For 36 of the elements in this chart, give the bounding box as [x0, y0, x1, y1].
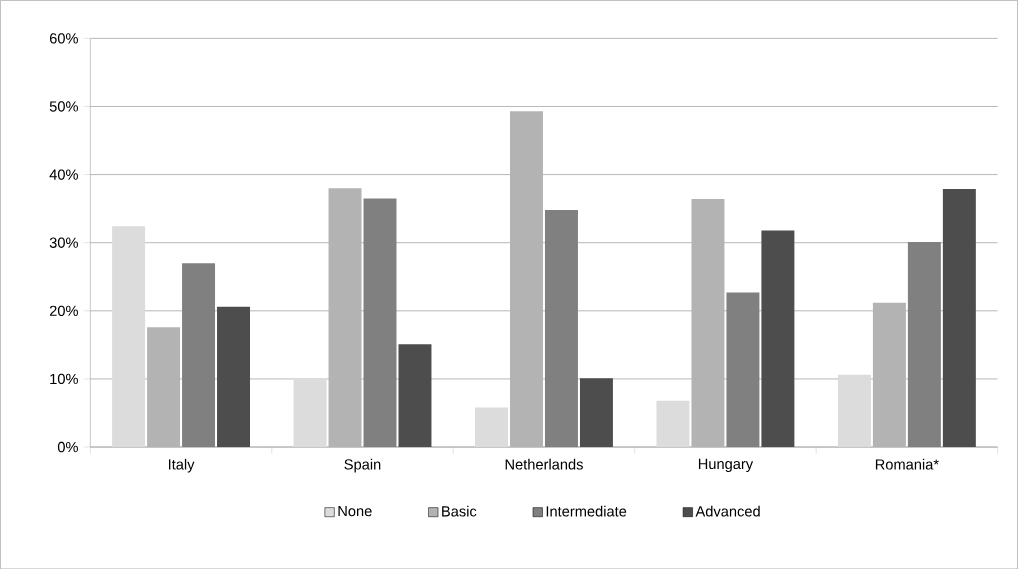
bar	[761, 230, 795, 447]
bar	[837, 374, 871, 447]
legend-label: Advanced	[695, 505, 760, 517]
bar	[328, 188, 362, 447]
y-tick-label: 20%	[49, 305, 78, 316]
x-tick-label: Italy	[168, 458, 195, 473]
bar	[398, 344, 432, 447]
bar	[579, 378, 613, 447]
bar	[510, 111, 543, 447]
y-tick-label: 0%	[57, 441, 78, 453]
y-tick-label: 60%	[49, 33, 78, 44]
y-tick-label: 30%	[49, 237, 78, 248]
y-tick-label: 10%	[50, 373, 78, 384]
bar	[942, 188, 976, 447]
bar	[872, 302, 906, 447]
bar	[363, 198, 397, 447]
x-tick-label: Netherlands	[505, 458, 583, 470]
bar	[217, 306, 251, 447]
bar	[293, 378, 327, 447]
bar	[691, 198, 725, 447]
bar	[656, 400, 690, 447]
y-tick-label: 40%	[49, 169, 78, 180]
bar	[544, 209, 578, 447]
bar	[475, 407, 508, 447]
x-tick-label: Romania*	[875, 458, 939, 470]
x-tick-label: Hungary	[698, 458, 754, 472]
bar	[112, 226, 146, 447]
bar	[147, 326, 181, 447]
legend-label: Basic	[442, 505, 477, 517]
bar	[726, 292, 760, 447]
bar	[182, 262, 216, 447]
bar	[907, 241, 941, 447]
legend-label: None	[338, 505, 372, 517]
legend-label: Intermediate	[546, 505, 627, 517]
x-tick-label: Spain	[344, 458, 381, 473]
y-tick-label: 50%	[49, 101, 78, 112]
